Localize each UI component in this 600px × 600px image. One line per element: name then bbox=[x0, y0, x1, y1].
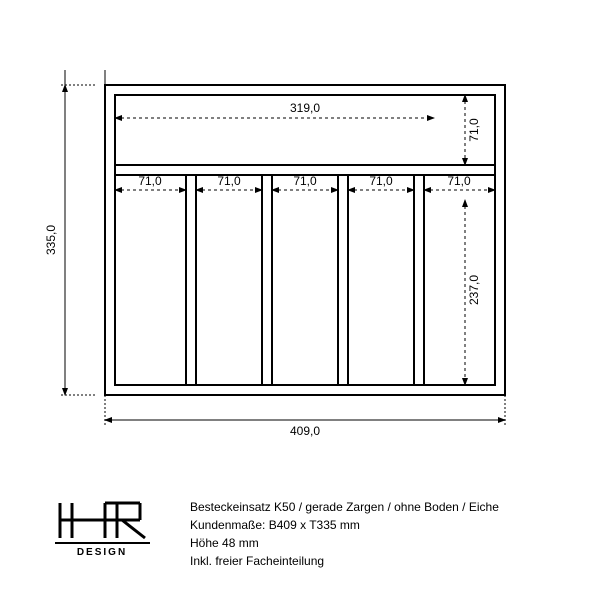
logo-text: DESIGN bbox=[77, 547, 127, 558]
dim-c3: 71,0 bbox=[293, 174, 317, 188]
dim-height-label: 335,0 bbox=[44, 225, 58, 255]
footer-line1: Besteckeinsatz K50 / gerade Zargen / ohn… bbox=[190, 498, 499, 516]
dim-c5: 71,0 bbox=[447, 174, 471, 188]
footer: DESIGN Besteckeinsatz K50 / gerade Zarge… bbox=[50, 498, 499, 570]
dim-c2: 71,0 bbox=[217, 174, 241, 188]
dimensional-drawing: 409,0 335,0 319,0 71,0 71,0 71,0 71,0 71… bbox=[0, 0, 600, 460]
brand-logo: DESIGN bbox=[50, 498, 160, 558]
dim-overall-width bbox=[105, 395, 505, 425]
dim-c1: 71,0 bbox=[138, 174, 162, 188]
footer-text-block: Besteckeinsatz K50 / gerade Zargen / ohn… bbox=[190, 498, 499, 570]
dim-top-height-label: 71,0 bbox=[467, 118, 481, 142]
drawer-outline bbox=[105, 85, 505, 395]
footer-line4: Inkl. freier Facheinteilung bbox=[190, 552, 499, 570]
dim-c4: 71,0 bbox=[369, 174, 393, 188]
dim-top-width-label: 319,0 bbox=[290, 101, 320, 115]
dim-overall-height bbox=[60, 85, 95, 395]
dim-compartment-height-label: 237,0 bbox=[467, 275, 481, 305]
footer-line3: Höhe 48 mm bbox=[190, 534, 499, 552]
footer-line2: Kundenmaße: B409 x T335 mm bbox=[190, 516, 499, 534]
dim-width-label: 409,0 bbox=[290, 424, 320, 438]
